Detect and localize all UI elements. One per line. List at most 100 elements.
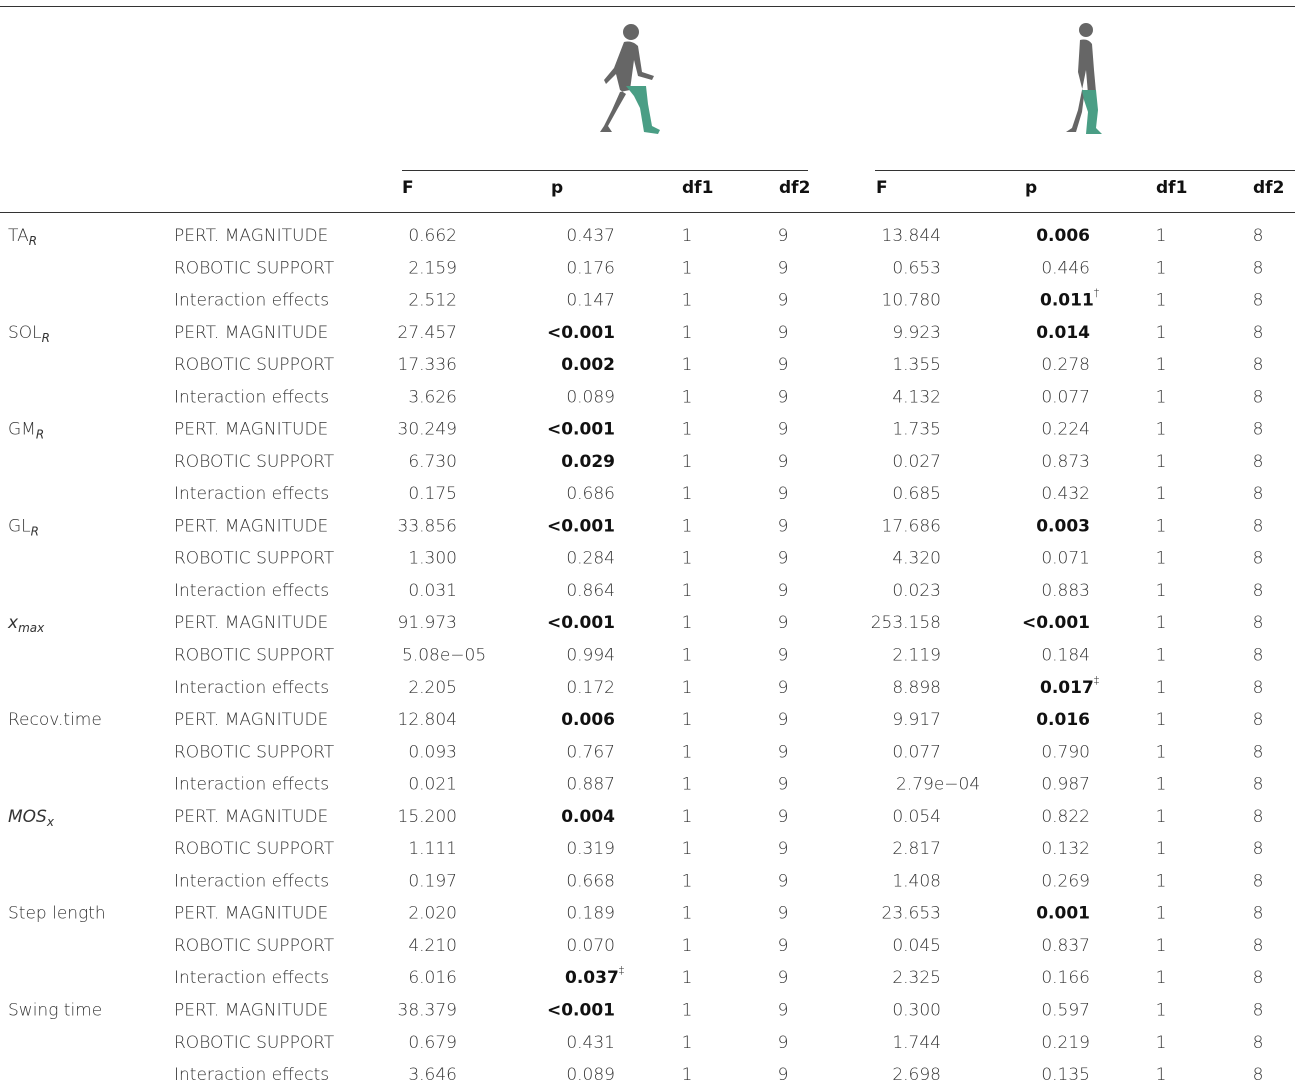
cell-value: 0.001 [561,323,615,343]
cell: 1.300 [408,549,457,569]
cell: 1 [1156,484,1167,504]
cell-prefix: < [1022,613,1036,633]
measure-sub: R [36,427,44,441]
cell: 0.987 [1041,775,1090,795]
cell-prefix: < [547,420,561,440]
measure-label: Swing time [8,1000,102,1020]
measure-label: Recov.time [8,710,102,730]
cell: 1 [1156,742,1167,762]
cell: 4.210 [408,936,457,956]
cell: 0.767 [566,742,615,762]
measure-label: GLR [8,516,39,538]
cell: 9 [778,871,789,891]
cell: 2.817 [892,839,941,859]
cell: 0.054 [892,807,941,827]
cell-value: 0.003 [1036,516,1090,536]
cell: 4.320 [892,549,941,569]
cell: 9 [778,807,789,827]
factor-label: ROBOTIC SUPPORT [174,355,335,375]
cell-value: 0.017 [1040,678,1094,698]
cell: 9 [778,839,789,859]
cell: 0.685 [892,484,941,504]
cell: 8 [1253,839,1264,859]
cell: 8 [1253,1033,1264,1053]
cell: 1.735 [892,420,941,440]
cell: 0.006 [561,710,615,730]
cell: <0.001 [1022,613,1090,633]
cell: 9 [778,1000,789,1020]
cell: <0.001 [547,420,615,440]
cell: 1 [682,775,693,795]
column-header: df2 [779,178,810,198]
cell-value: 0.029 [561,452,615,472]
measure-main: Step length [8,904,106,924]
cell: 8 [1253,581,1264,601]
cell: 1 [1156,452,1167,472]
cell: 1 [1156,678,1167,698]
cell: 0.071 [1041,549,1090,569]
measure-main: GM [8,420,36,440]
cell: 0.662 [408,226,457,246]
factor-label: ROBOTIC SUPPORT [174,839,335,859]
cell: 1 [1156,355,1167,375]
cell: 0.027 [892,452,941,472]
cell-prefix: < [547,613,561,633]
factor-label: ROBOTIC SUPPORT [174,1033,335,1053]
cell: 8 [1253,258,1264,278]
factor-label: PERT. MAGNITUDE [174,516,328,536]
cell: 8 [1253,1000,1264,1020]
factor-label: PERT. MAGNITUDE [174,323,328,343]
cell: 0.002 [561,355,615,375]
cell: 0.284 [566,549,615,569]
cell: 2.205 [408,678,457,698]
cell-value: 0.006 [1036,226,1090,246]
factor-label: PERT. MAGNITUDE [174,710,328,730]
cell-sup: ‡ [619,964,625,977]
cell: 6.016 [408,968,457,988]
cell: 9 [778,613,789,633]
measure-label: MOSx [8,807,55,829]
factor-label: Interaction effects [174,1065,329,1085]
cell: 1 [1156,549,1167,569]
cell: 0.172 [566,678,615,698]
cell: 0.089 [566,1065,615,1085]
cell: 0.300 [892,1000,941,1020]
cell: 1 [682,871,693,891]
cell: 1 [1156,968,1167,988]
measure-sub: x [46,814,55,828]
cell: 0.037‡ [565,964,625,988]
cell: 8 [1253,516,1264,536]
cell: 9 [778,516,789,536]
cell: 0.014 [1036,323,1090,343]
cell: 9 [778,936,789,956]
cell: 13.844 [882,226,941,246]
cell: 0.686 [566,484,615,504]
cell-value: 0.001 [1036,904,1090,924]
cell: 0.077 [892,742,941,762]
cell: 9 [778,549,789,569]
cell: 1 [682,387,693,407]
cell: 9 [778,646,789,666]
cell: 1 [682,678,693,698]
factor-label: Interaction effects [174,678,329,698]
cell: <0.001 [547,516,615,536]
cell: 1 [682,646,693,666]
cell-sup: † [1094,287,1100,300]
cell: 0.023 [892,581,941,601]
cell: 9 [778,1033,789,1053]
cell: 0.031 [408,581,457,601]
cell: 0.319 [566,839,615,859]
cell: 9 [778,742,789,762]
cell: 8 [1253,291,1264,311]
cell: 8 [1253,742,1264,762]
cell: 9.923 [892,323,941,343]
measure-main: SOL [8,323,42,343]
cell: 8 [1253,646,1264,666]
measure-label: TAR [8,226,37,248]
cell: 9 [778,323,789,343]
cell: 8 [1253,904,1264,924]
cell: 0.184 [1041,646,1090,666]
factor-label: PERT. MAGNITUDE [174,420,328,440]
cell: 2.020 [408,904,457,924]
cell: 8 [1253,549,1264,569]
